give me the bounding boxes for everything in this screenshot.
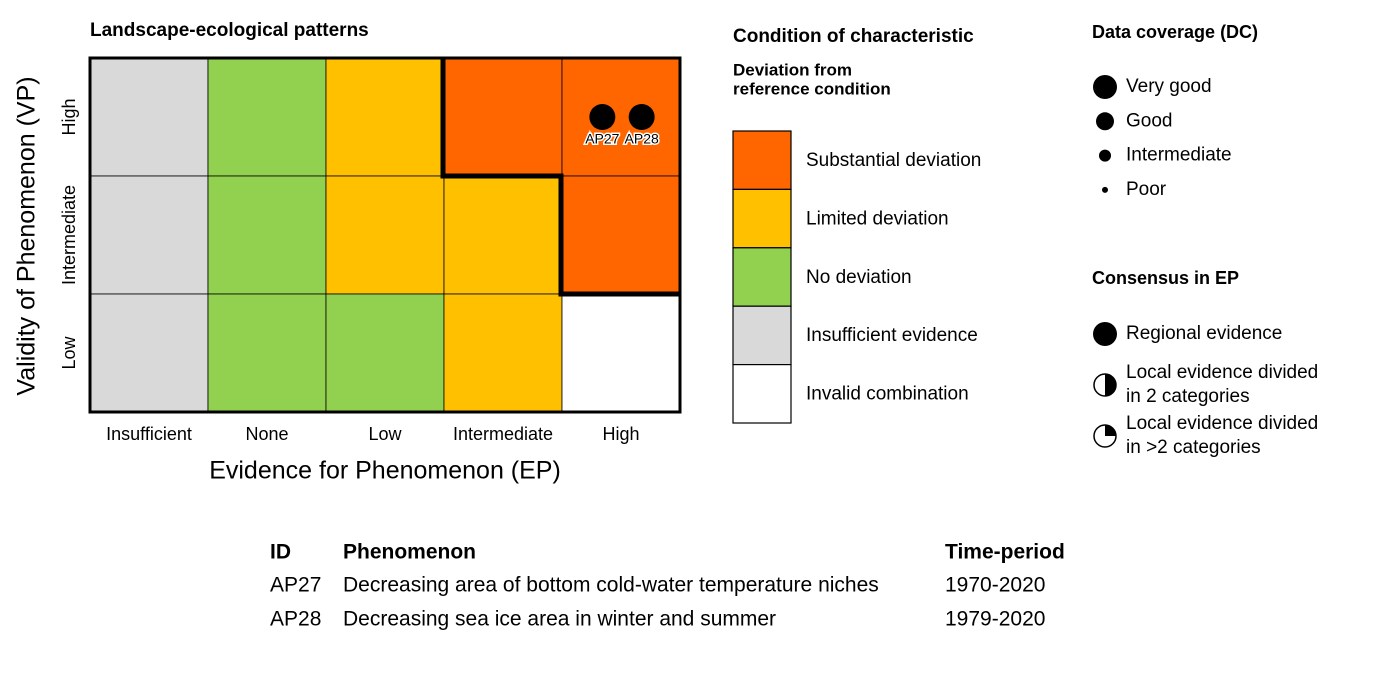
matrix-border: [88, 56, 682, 414]
legend-title: Condition of characteristic: [733, 26, 974, 47]
cell: [325, 175, 445, 295]
legend-label: Limited deviation: [806, 208, 949, 229]
point: [589, 104, 616, 130]
legend-subtitle: reference condition: [733, 79, 891, 98]
cell: [207, 293, 327, 413]
x-tick-label: None: [245, 424, 288, 444]
legend-label: Substantial deviation: [806, 150, 981, 171]
cell: [561, 293, 681, 413]
matrix: [89, 57, 681, 413]
x-tick-label: Insufficient: [106, 424, 192, 444]
legend-subtitle: Deviation from: [733, 60, 852, 79]
table-cell: AP28: [270, 608, 321, 631]
dc-label: Good: [1126, 110, 1172, 131]
y-tick-label: Intermediate: [59, 185, 79, 285]
point: [628, 104, 655, 130]
point-label: AP27: [585, 131, 619, 147]
cell: [443, 293, 563, 413]
cell: [443, 57, 563, 177]
dc-icon: [1096, 112, 1114, 131]
legend-label: Invalid combination: [806, 384, 969, 405]
legend-swatch: [732, 247, 792, 307]
legend-label: No deviation: [806, 267, 912, 288]
legend-swatch: [732, 130, 792, 191]
dc-label: Very good: [1126, 76, 1212, 97]
table-header: Time-period: [945, 541, 1065, 564]
dc-label: Poor: [1126, 179, 1167, 200]
dc-icon: [1099, 149, 1111, 162]
x-tick-label: Intermediate: [453, 424, 553, 444]
table-header: ID: [270, 541, 291, 564]
consensus-label: in 2 categories: [1126, 386, 1250, 407]
legend-swatch: [732, 305, 792, 366]
x-tick-label: Low: [368, 424, 402, 444]
cell: [561, 175, 681, 295]
table-cell: 1970-2020: [945, 574, 1045, 597]
dc-title: Data coverage (DC): [1092, 22, 1258, 42]
regional-icon: [1093, 322, 1117, 346]
cell: [207, 175, 327, 295]
cell: [89, 293, 209, 413]
cell: [89, 57, 209, 177]
table-cell: Decreasing sea ice area in winter and su…: [343, 608, 776, 631]
x-axis-label: Evidence for Phenomenon (EP): [209, 457, 561, 485]
half-icon-fill: [1105, 374, 1116, 396]
y-axis-label: Validity of Phenomenon (VP): [13, 76, 41, 395]
y-tick-label: High: [59, 98, 79, 135]
dc-label: Intermediate: [1126, 145, 1232, 166]
legend-swatch: [732, 364, 792, 424]
legend-label: Insufficient evidence: [806, 325, 978, 346]
cell: [89, 175, 209, 295]
consensus-label: Local evidence divided: [1126, 413, 1318, 434]
dc-icon: [1102, 186, 1108, 193]
table-cell: 1979-2020: [945, 608, 1045, 631]
cell: [561, 57, 681, 177]
consensus-title: Consensus in EP: [1092, 268, 1239, 288]
consensus-label: Regional evidence: [1126, 323, 1282, 344]
table-cell: AP27: [270, 574, 321, 597]
title: Landscape-ecological patterns: [90, 20, 369, 41]
y-tick-label: Low: [59, 335, 79, 369]
legend-swatch: [732, 188, 792, 249]
consensus-label: in >2 categories: [1126, 437, 1261, 458]
table-header: Phenomenon: [343, 541, 476, 564]
dc-icon: [1093, 75, 1117, 99]
consensus-label: Local evidence divided: [1126, 362, 1318, 383]
cell: [325, 57, 445, 177]
x-tick-label: High: [602, 424, 639, 444]
cell: [443, 175, 563, 295]
cell: [325, 293, 445, 413]
point-label: AP28: [625, 131, 659, 147]
table-cell: Decreasing area of bottom cold-water tem…: [343, 574, 879, 597]
threshold-line: [440, 58, 680, 297]
cell: [207, 57, 327, 177]
quarter-icon-fill: [1105, 425, 1116, 436]
